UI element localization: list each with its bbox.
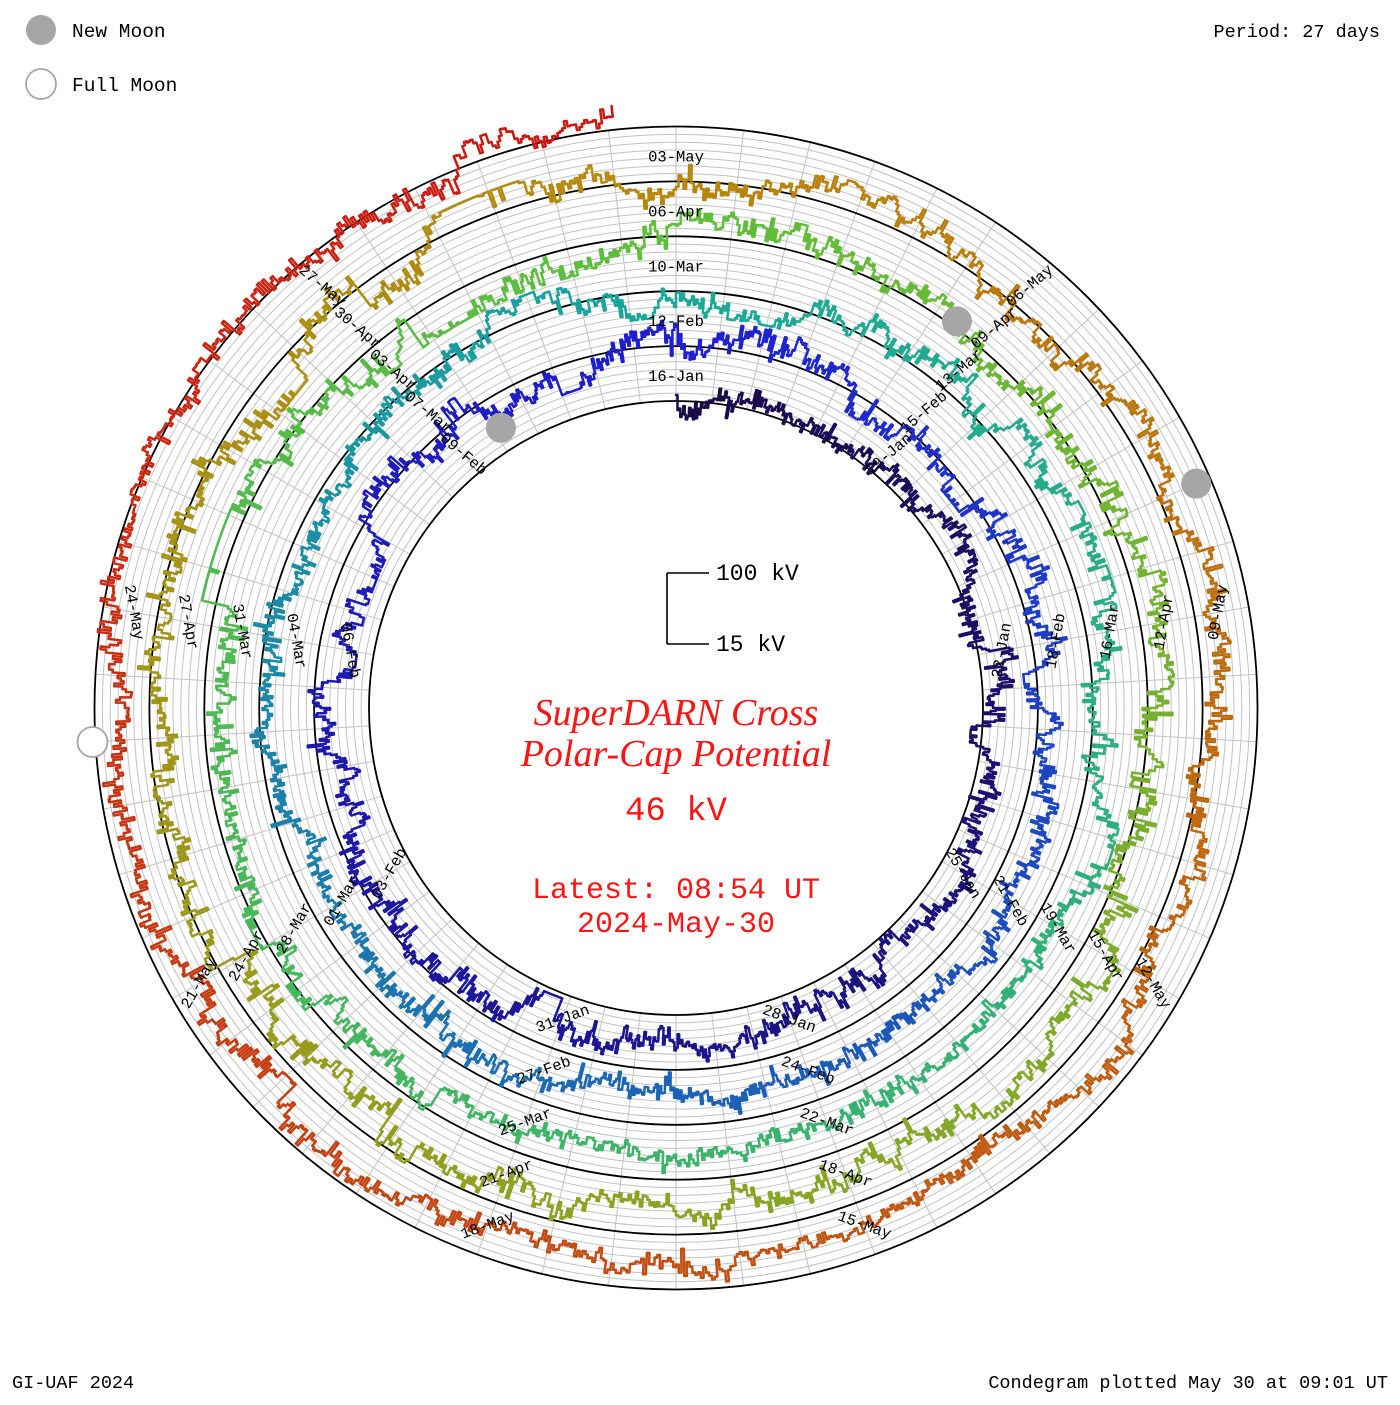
svg-text:06-Apr: 06-Apr [648, 203, 704, 221]
svg-text:Period: 27 days: Period: 27 days [1213, 22, 1380, 43]
svg-text:Condegram plotted May 30 at 09: Condegram plotted May 30 at 09:01 UT [988, 1373, 1388, 1394]
svg-text:New Moon: New Moon [72, 21, 166, 43]
svg-text:10-Mar: 10-Mar [648, 258, 704, 276]
svg-text:16-Jan: 16-Jan [648, 368, 704, 386]
svg-text:100 kV: 100 kV [716, 561, 799, 587]
svg-text:GI-UAF 2024: GI-UAF 2024 [12, 1373, 134, 1394]
svg-text:Polar-Cap Potential: Polar-Cap Potential [520, 733, 832, 775]
svg-text:03-May: 03-May [648, 148, 704, 166]
svg-text:12-Feb: 12-Feb [648, 313, 704, 331]
svg-text:15 kV: 15 kV [716, 632, 785, 658]
svg-text:Full Moon: Full Moon [72, 75, 177, 97]
svg-text:SuperDARN Cross: SuperDARN Cross [534, 692, 819, 734]
svg-text:Latest: 08:54 UT: Latest: 08:54 UT [532, 874, 820, 908]
svg-text:2024-May-30: 2024-May-30 [577, 908, 775, 942]
svg-text:46 kV: 46 kV [625, 793, 728, 831]
